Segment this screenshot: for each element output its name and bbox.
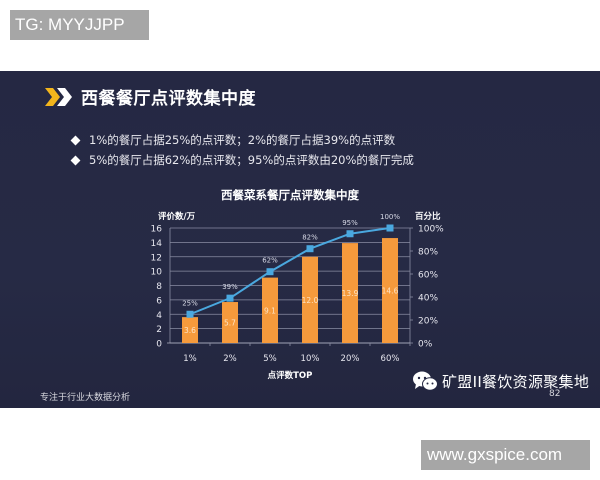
bar bbox=[222, 302, 238, 343]
x-tick-label: 2% bbox=[223, 354, 237, 364]
line-marker bbox=[266, 268, 274, 276]
x-tick-label: 1% bbox=[183, 354, 197, 364]
line-marker bbox=[346, 230, 354, 238]
y-tick-label: 2 bbox=[156, 325, 162, 335]
bullet-text: 1%的餐厅占据25%的点评数；2%的餐厅占据39%的点评数 bbox=[89, 133, 396, 147]
slide-title: 西餐餐厅点评数集中度 bbox=[81, 89, 256, 109]
percentage-line bbox=[189, 227, 391, 316]
line-marker bbox=[386, 224, 394, 232]
y2-tick-label: 60% bbox=[418, 271, 438, 281]
y-tick-label: 12 bbox=[151, 253, 162, 263]
watermark-top: TG: MYYJJPP bbox=[10, 10, 149, 40]
y-axis-label: 评价数/万 bbox=[158, 211, 196, 222]
bullet-list: 1%的餐厅占据25%的点评数；2%的餐厅占据39%的点评数 5%的餐厅占据62%… bbox=[70, 130, 414, 170]
line-marker bbox=[306, 245, 314, 253]
bar bbox=[382, 238, 398, 343]
bar-value-label: 9.1 bbox=[264, 306, 276, 315]
bar-value-label: 13.9 bbox=[342, 289, 359, 298]
bullet-item: 5%的餐厅占据62%的点评数；95%的点评数由20%的餐厅完成 bbox=[70, 150, 414, 170]
page-number: 82 bbox=[549, 389, 561, 399]
y-tick-label: 14 bbox=[151, 239, 163, 249]
wechat-badge: 矿盟II餐饮资源聚集地 bbox=[412, 370, 589, 392]
y-tick-label: 4 bbox=[156, 311, 162, 321]
wechat-icon bbox=[413, 371, 438, 391]
line-value-label: 39% bbox=[222, 283, 238, 291]
y-tick-label: 8 bbox=[156, 282, 162, 292]
slide: 西餐餐厅点评数集中度 1%的餐厅占据25%的点评数；2%的餐厅占据39%的点评数… bbox=[0, 71, 600, 408]
bar-value-label: 5.7 bbox=[224, 319, 236, 328]
bullet-item: 1%的餐厅占据25%的点评数；2%的餐厅占据39%的点评数 bbox=[70, 130, 414, 150]
line-marker bbox=[226, 294, 234, 302]
y-tick-label: 6 bbox=[156, 296, 162, 306]
y2-tick-label: 80% bbox=[418, 248, 438, 258]
bar bbox=[342, 243, 358, 343]
slide-header: 西餐餐厅点评数集中度 bbox=[45, 84, 256, 109]
x-tick-label: 5% bbox=[263, 354, 277, 364]
line-marker bbox=[186, 310, 194, 318]
bar bbox=[262, 277, 278, 343]
footer-slogan: 专注于行业大数据分析 bbox=[40, 393, 131, 403]
double-chevron-icon bbox=[45, 87, 72, 106]
y2-tick-label: 100% bbox=[418, 225, 444, 235]
wechat-account-name: 矿盟II餐饮资源聚集地 bbox=[442, 372, 590, 391]
bar-value-label: 12.0 bbox=[302, 296, 319, 305]
x-tick-label: 10% bbox=[301, 354, 320, 364]
line-value-label: 82% bbox=[302, 234, 318, 242]
line-value-label: 62% bbox=[262, 257, 278, 265]
bar bbox=[182, 317, 198, 343]
y-tick-label: 16 bbox=[151, 225, 163, 235]
watermark-bottom: www.gxspice.com bbox=[421, 440, 590, 470]
line-value-label: 25% bbox=[182, 299, 198, 307]
x-tick-label: 60% bbox=[381, 354, 400, 364]
bar-value-label: 3.6 bbox=[184, 326, 196, 335]
chart-title: 西餐菜系餐厅点评数集中度 bbox=[221, 188, 359, 202]
y-tick-label: 0 bbox=[156, 340, 162, 350]
line-value-label: 95% bbox=[342, 219, 358, 227]
y2-tick-label: 20% bbox=[418, 317, 438, 327]
bar-value-label: 14.6 bbox=[382, 287, 399, 296]
x-tick-label: 20% bbox=[341, 354, 360, 364]
y2-tick-label: 40% bbox=[418, 294, 438, 304]
bar bbox=[302, 256, 318, 343]
y2-tick-label: 0% bbox=[418, 340, 433, 350]
y-tick-label: 10 bbox=[151, 268, 163, 278]
x-axis-label: 点评数TOP bbox=[268, 370, 313, 381]
line-value-label: 100% bbox=[380, 213, 400, 221]
bullet-text: 5%的餐厅占据62%的点评数；95%的点评数由20%的餐厅完成 bbox=[89, 153, 414, 167]
y2-axis-label: 百分比 bbox=[415, 211, 441, 222]
